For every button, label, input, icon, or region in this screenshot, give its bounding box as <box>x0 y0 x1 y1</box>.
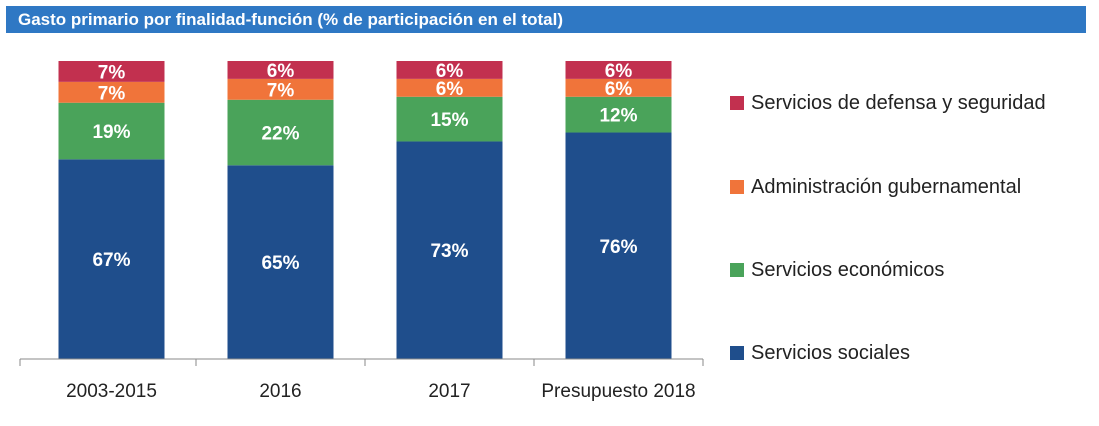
data-label: 12% <box>599 106 637 127</box>
data-label: 6% <box>436 79 464 100</box>
x-tick-label: 2003-2015 <box>66 381 157 402</box>
x-tick-label: 2016 <box>259 381 301 402</box>
legend-swatch <box>730 96 744 110</box>
data-label: 67% <box>92 250 130 271</box>
bar-segment <box>58 159 165 359</box>
bar-segment <box>227 78 334 100</box>
legend-swatch <box>730 263 744 277</box>
legend-label: Servicios de defensa y seguridad <box>751 91 1046 114</box>
legend-item: Servicios económicos <box>730 255 944 285</box>
legend-swatch <box>730 180 744 194</box>
bar-segment <box>58 61 165 82</box>
legend-swatch <box>730 346 744 360</box>
bar-segment <box>396 96 503 142</box>
data-label: 6% <box>436 61 464 82</box>
bar-segment <box>227 99 334 166</box>
data-label: 7% <box>267 80 295 101</box>
data-label: 6% <box>605 61 633 82</box>
data-label: 7% <box>98 83 126 104</box>
legend-label: Administración gubernamental <box>751 175 1022 198</box>
data-label: 6% <box>605 79 633 100</box>
bar-segment <box>565 132 672 359</box>
data-label: 19% <box>92 122 130 143</box>
bar-segment <box>227 165 334 359</box>
bar-segment <box>58 81 165 103</box>
legend-label: Servicios económicos <box>751 258 945 281</box>
x-tick-label: Presupuesto 2018 <box>541 381 695 402</box>
data-label: 76% <box>599 237 637 258</box>
data-label: 22% <box>261 124 299 145</box>
bar-segment <box>565 78 672 97</box>
legend-label: Servicios sociales <box>751 341 910 364</box>
legend-item: Servicios sociales <box>730 338 910 368</box>
bar-segment <box>396 61 503 79</box>
legend-item: Servicios de defensa y seguridad <box>730 88 1046 118</box>
bar-segment <box>565 61 672 79</box>
x-tick-label: 2017 <box>428 381 470 402</box>
chart-title: Gasto primario por finalidad-función (% … <box>18 10 563 29</box>
data-label: 6% <box>267 61 295 82</box>
data-label: 73% <box>430 241 468 262</box>
data-label: 15% <box>430 110 468 131</box>
legend-item: Administración gubernamental <box>730 172 1021 202</box>
chart-title-bar: Gasto primario por finalidad-función (% … <box>6 6 1086 33</box>
data-label: 7% <box>98 62 126 83</box>
bar-segment <box>396 78 503 97</box>
bar-segment <box>227 61 334 79</box>
bar-segment <box>565 96 672 133</box>
data-label: 65% <box>261 253 299 274</box>
bar-segment <box>396 141 503 359</box>
bar-segment <box>58 102 165 160</box>
